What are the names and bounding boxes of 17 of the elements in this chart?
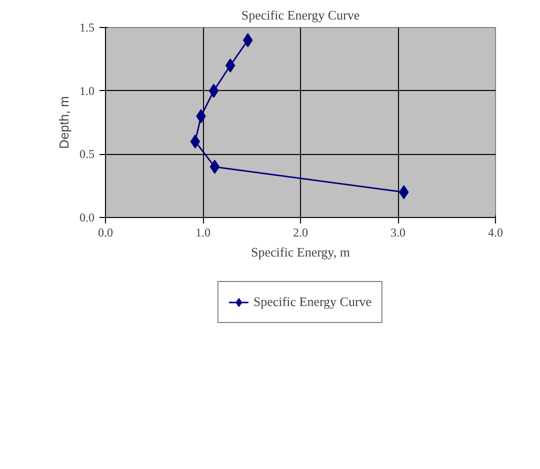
y-axis-title: Depth, m xyxy=(56,96,72,149)
x-tick-label: 4.0 xyxy=(488,226,503,240)
y-tick-label: 0.0 xyxy=(80,210,94,224)
y-tick-label: 1.5 xyxy=(80,20,94,34)
x-tick-label: 3.0 xyxy=(390,226,406,240)
point xyxy=(190,134,200,148)
chart-title: Specific Energy Curve xyxy=(241,8,360,22)
y-tick-label: 1.0 xyxy=(80,84,94,98)
x-tick-label: 2.0 xyxy=(293,226,308,240)
x-tick-label: 1.0 xyxy=(196,226,210,240)
x-tick-label: 0.0 xyxy=(98,226,113,240)
point xyxy=(225,58,236,72)
y-tick-label: 0.5 xyxy=(80,147,94,162)
x-axis-title: Specific Energy, m xyxy=(251,244,350,260)
point xyxy=(208,84,219,98)
legend-label: Specific Energy Curve xyxy=(253,294,372,310)
point xyxy=(210,160,220,174)
